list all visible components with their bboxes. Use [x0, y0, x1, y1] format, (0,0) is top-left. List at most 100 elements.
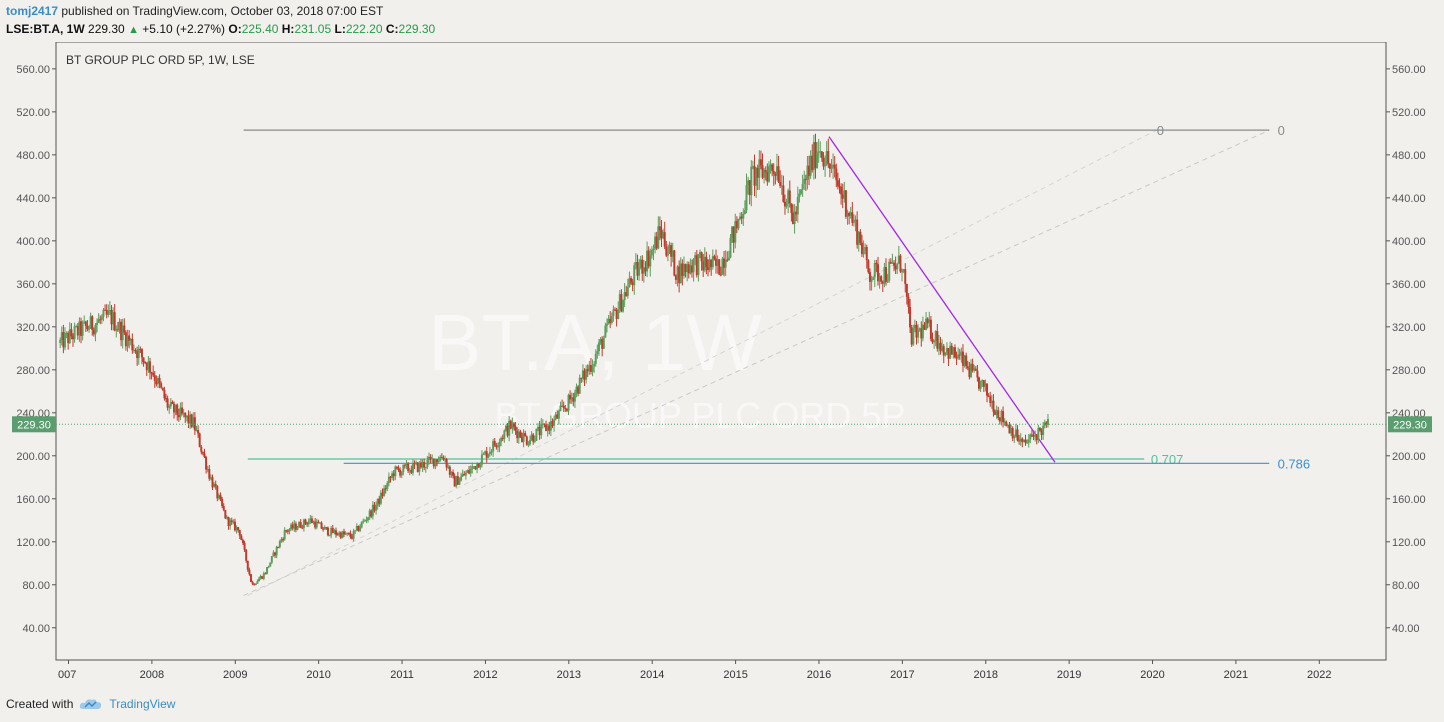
candle-body [161, 387, 164, 390]
last-price-line: 229.30 229.30 [12, 416, 1432, 433]
y-tick-label-left: 280.00 [16, 365, 50, 377]
candle-body [952, 347, 955, 355]
candle-body [355, 526, 358, 531]
candle-body [73, 326, 76, 340]
high-label: H: [281, 22, 295, 36]
candle-body [387, 476, 390, 483]
candle-body [751, 166, 754, 168]
candle-body [258, 578, 261, 582]
candle-body [545, 424, 548, 431]
x-tick-label: 2021 [1224, 669, 1248, 681]
candle-body [310, 518, 313, 523]
candle-body [416, 462, 419, 472]
candle-body [756, 167, 759, 178]
candle-body [570, 397, 573, 400]
candle-body [832, 164, 835, 167]
candle-body [549, 421, 552, 431]
candle-body [524, 433, 527, 437]
candle-body [472, 466, 475, 468]
candle-body [918, 328, 921, 330]
candle-body [662, 232, 665, 239]
candle-body [203, 453, 206, 458]
candle-body [301, 527, 304, 529]
price-chart[interactable]: BT.A, 1W BT GROUP PLC ORD 5P BT GROUP PL… [0, 41, 1444, 688]
candle-body [836, 180, 839, 187]
candle-body [639, 259, 642, 268]
candle-body [910, 327, 913, 345]
candle-body [100, 316, 103, 320]
candle-body [633, 265, 636, 286]
fib-level-label: 0.786 [1278, 456, 1311, 471]
candle-body [559, 405, 562, 411]
candle-body [113, 312, 116, 331]
candle-body [573, 392, 576, 402]
candle-body [322, 528, 325, 530]
candle-body [152, 372, 155, 376]
y-tick-label-right: 400.00 [1392, 236, 1426, 248]
y-tick-label-left: 400.00 [16, 236, 50, 248]
candle-body [173, 403, 176, 413]
candle-body [615, 309, 618, 319]
candle-body [1046, 418, 1049, 425]
candle-body [880, 276, 883, 282]
chart-area[interactable]: BT.A, 1W BT GROUP PLC ORD 5P BT GROUP PL… [0, 41, 1444, 688]
candle-body [97, 319, 100, 323]
candle-body [1029, 434, 1032, 440]
candle-body [496, 446, 499, 448]
y-tick-label-left: 160.00 [16, 494, 50, 506]
candle-body [373, 504, 376, 511]
candle-body [532, 434, 535, 442]
candle-body [984, 383, 987, 387]
candle-body [514, 426, 517, 431]
candle-body [989, 396, 992, 403]
candles [59, 133, 1049, 586]
last-price-tag-left [12, 416, 56, 433]
candle-body [923, 324, 926, 330]
candle-body [376, 498, 379, 506]
candle-body [865, 247, 868, 261]
candle-body [323, 527, 326, 530]
candle-body [460, 476, 463, 481]
candle-body [804, 178, 807, 180]
candle-body [177, 414, 180, 418]
candle-body [761, 165, 764, 178]
candle-body [256, 581, 259, 584]
last-price-tag-right [1388, 416, 1432, 433]
candle-body [482, 453, 485, 455]
last-price-tag-left-text: 229.30 [17, 419, 51, 431]
candle-body [578, 377, 581, 394]
candle-body [166, 398, 169, 408]
candle-body [67, 332, 70, 344]
candle-body [782, 185, 785, 202]
candle-body [150, 372, 153, 374]
candle-body [620, 294, 623, 312]
candle-body [293, 523, 296, 529]
candle-body [561, 405, 564, 407]
candle-body [670, 245, 673, 257]
candle-body [990, 400, 993, 403]
candle-body [419, 462, 422, 468]
author-link[interactable]: tomj2417 [6, 4, 59, 18]
candle-body [800, 189, 803, 194]
candle-body [365, 520, 368, 522]
candle-body [957, 354, 960, 359]
candle-body [426, 460, 429, 467]
candle-body [153, 375, 156, 381]
candle-body [317, 521, 320, 524]
candle-body [907, 296, 910, 307]
candle-body [981, 380, 984, 382]
candle-body [674, 275, 677, 280]
candle-body [567, 394, 570, 411]
candle-body [527, 444, 530, 446]
candle-body [123, 325, 126, 333]
tradingview-link[interactable]: TradingView [109, 697, 176, 711]
candle-body [378, 498, 381, 504]
candle-body [283, 530, 286, 540]
candle-body [681, 263, 684, 276]
candle-body [391, 473, 394, 478]
candle-body [1024, 439, 1027, 443]
candle-body [261, 576, 264, 579]
candle-body [330, 527, 333, 536]
candle-body [232, 521, 235, 523]
candle-body [495, 445, 498, 447]
